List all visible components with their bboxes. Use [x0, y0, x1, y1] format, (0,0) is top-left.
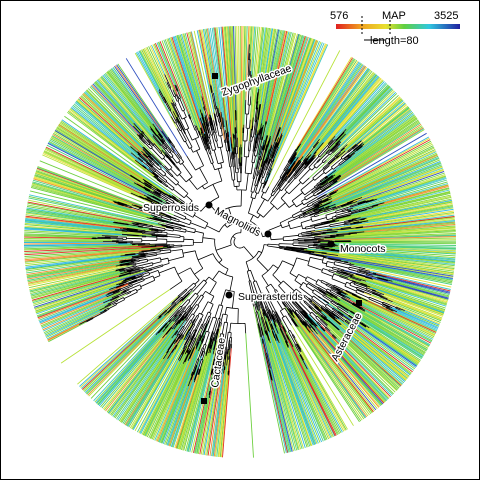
clade-label: Superasterids: [238, 291, 303, 303]
clade-nodes: [201, 73, 362, 404]
phylogeny: [23, 25, 457, 458]
branches: [23, 26, 457, 458]
legend-max: 3525: [434, 10, 458, 22]
branches: [24, 25, 456, 458]
legend-label: MAP: [382, 10, 406, 22]
scale-label: length=80: [370, 35, 419, 47]
clade-label: Monocots: [340, 243, 386, 255]
branches: [23, 26, 456, 457]
branches: [23, 25, 456, 457]
branches: [24, 26, 457, 457]
legend-min: 576: [330, 10, 348, 22]
branches: [24, 25, 457, 457]
color-bar: [336, 24, 460, 29]
branches: [33, 26, 454, 452]
branches: [79, 44, 405, 399]
branches: [24, 26, 455, 458]
clade-label: Superrosids: [143, 202, 199, 214]
